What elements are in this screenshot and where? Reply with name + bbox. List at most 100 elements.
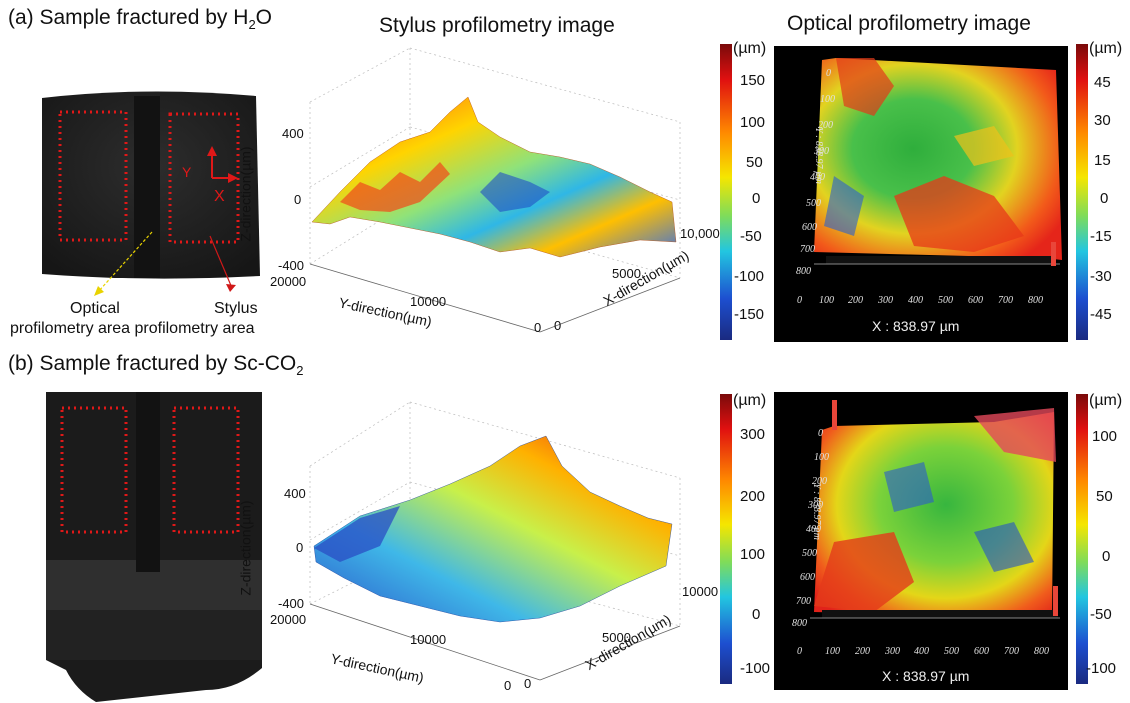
panel-a-title: (a) Sample fractured by H2O	[8, 6, 273, 33]
opt-y-tick-a-4: 400	[810, 172, 825, 183]
opt-y-tick-b-2: 200	[812, 476, 827, 487]
cb-tick-optical-a-6: -45	[1090, 306, 1112, 323]
sample-photo-a	[42, 91, 260, 279]
coord-y-label: Y	[182, 164, 192, 180]
cb-tick-optical-b-3: -50	[1090, 606, 1112, 623]
opt-y-tick-a-1: 100	[820, 94, 835, 105]
y-tick-20000-a: 20000	[270, 274, 307, 289]
colorbar-stylus-b	[720, 394, 732, 684]
cb-tick-stylus-a-4: -50	[740, 228, 762, 245]
opt-y-tick-b-1: 100	[814, 452, 829, 463]
opt-x-tick-b-4: 400	[914, 646, 929, 657]
opt-x-tick-b-5: 500	[944, 646, 959, 657]
opt-y-tick-b-4: 400	[806, 524, 821, 535]
label-stylus: Stylus	[214, 300, 258, 317]
opt-x-tick-a-0: 0	[797, 295, 802, 306]
cb-tick-stylus-a-3: 0	[752, 190, 761, 207]
z-tick-0-b: 0	[296, 540, 304, 555]
y-tick-20000-b: 20000	[270, 612, 307, 627]
x-tick-10000-b: 10000	[682, 584, 719, 599]
stylus-column-title: Stylus profilometry image	[379, 14, 615, 37]
opt-x-tick-a-6: 600	[968, 295, 983, 306]
cb-tick-optical-a-1: 30	[1094, 112, 1111, 129]
cb-tick-stylus-b-2: 100	[740, 546, 766, 563]
colorbar-unit-optical-a: (µm)	[1089, 40, 1123, 57]
colorbar-stylus-a	[720, 44, 732, 340]
label-optical: Optical	[70, 300, 120, 317]
y-tick-0-b: 0	[504, 678, 512, 693]
optical-image-a	[774, 46, 1068, 342]
z-axis-label-a: Z-direction(µm)	[237, 146, 254, 242]
opt-y-tick-a-5: 500	[806, 198, 821, 209]
cb-tick-optical-a-4: -15	[1090, 228, 1112, 245]
cb-tick-stylus-b-4: -100	[740, 660, 771, 677]
opt-x-tick-a-4: 400	[908, 295, 923, 306]
opt-y-tick-b-0: 0	[818, 428, 823, 439]
x-tick-5000-b: 5000	[602, 630, 631, 645]
opt-y-tick-b-5: 500	[802, 548, 817, 559]
optical-area-box-b	[60, 406, 128, 534]
z-tick-neg400-b: -400	[278, 596, 305, 611]
cb-tick-optical-a-0: 45	[1094, 74, 1111, 91]
opt-x-tick-b-3: 300	[885, 646, 900, 657]
z-tick-0-a: 0	[294, 192, 302, 207]
opt-x-tick-a-7: 700	[998, 295, 1013, 306]
opt-y-tick-b-6: 600	[800, 572, 815, 583]
opt-x-tick-a-3: 300	[878, 295, 893, 306]
opt-y-tick-a-3: 300	[814, 146, 829, 157]
optical-column-title: Optical profilometry image	[787, 12, 1031, 35]
opt-x-tick-b-0: 0	[797, 646, 802, 657]
cb-tick-stylus-a-6: -150	[734, 306, 765, 323]
cb-tick-optical-b-4: -100	[1086, 660, 1117, 677]
opt-y-tick-a-7: 700	[800, 244, 815, 255]
x-tick-0-b: 0	[524, 676, 532, 691]
optical-area-box	[58, 110, 128, 242]
cb-tick-optical-b-2: 0	[1102, 548, 1111, 565]
colorbar-unit-stylus-b: (µm)	[733, 392, 767, 409]
x-tick-10000-a: 10,000	[680, 226, 720, 241]
opt-x-tick-b-7: 700	[1004, 646, 1019, 657]
z-tick-400-a: 400	[282, 126, 304, 141]
optical-x-readout-b: X : 838.97 µm	[882, 668, 970, 684]
opt-x-tick-b-8: 800	[1034, 646, 1049, 657]
stylus-surface-plot-b	[309, 401, 681, 681]
z-axis-label-b: Z-direction(µm)	[237, 500, 254, 596]
stylus-area-box-b	[172, 406, 240, 534]
coord-x-label: X	[214, 188, 225, 205]
z-tick-400-b: 400	[284, 486, 306, 501]
label-profilometry-areas: profilometry area profilometry area	[10, 320, 255, 337]
y-tick-10000-a: 10000	[410, 294, 447, 309]
callout-arrows	[94, 231, 236, 296]
cb-tick-optical-b-0: 100	[1092, 428, 1118, 445]
opt-x-tick-a-5: 500	[938, 295, 953, 306]
opt-x-tick-a-2: 200	[848, 295, 863, 306]
opt-x-tick-b-1: 100	[825, 646, 840, 657]
opt-x-tick-a-8: 800	[1028, 295, 1043, 306]
y-tick-0-a: 0	[534, 320, 542, 335]
cb-tick-stylus-a-0: 150	[740, 72, 766, 89]
cb-tick-stylus-a-1: 100	[740, 114, 766, 131]
opt-y-tick-a-0: 0	[826, 68, 831, 79]
cb-tick-optical-a-2: 15	[1094, 152, 1111, 169]
opt-x-tick-a-1: 100	[819, 295, 834, 306]
y-tick-10000-b: 10000	[410, 632, 447, 647]
colorbar-optical-a	[1076, 44, 1088, 340]
cb-tick-stylus-a-2: 50	[746, 154, 763, 171]
opt-y-tick-a-6: 600	[802, 222, 817, 233]
cb-tick-stylus-a-5: -100	[734, 268, 765, 285]
cb-tick-optical-b-1: 50	[1096, 488, 1113, 505]
optical-x-readout-a: X : 838.97 µm	[872, 318, 960, 334]
sample-photo-b	[46, 392, 262, 702]
z-tick-neg400-a: -400	[278, 258, 305, 273]
cb-tick-stylus-b-3: 0	[752, 606, 761, 623]
x-tick-0-a: 0	[554, 318, 562, 333]
colorbar-optical-b	[1076, 394, 1088, 684]
colorbar-unit-optical-b: (µm)	[1089, 392, 1123, 409]
cb-tick-stylus-b-0: 300	[740, 426, 766, 443]
colorbar-unit-stylus-a: (µm)	[733, 40, 767, 57]
opt-y-tick-b-8: 800	[792, 618, 807, 629]
cb-tick-optical-a-3: 0	[1100, 190, 1109, 207]
opt-x-tick-b-2: 200	[855, 646, 870, 657]
opt-y-tick-a-2: 200	[818, 120, 833, 131]
cb-tick-optical-a-5: -30	[1090, 268, 1112, 285]
